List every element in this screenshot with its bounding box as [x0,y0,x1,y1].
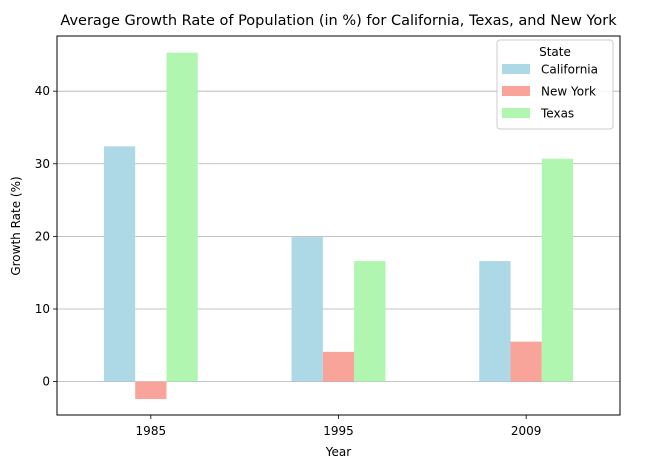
legend-label: New York [541,85,596,99]
bar-texas-1985 [166,52,198,382]
legend-swatch-california [502,64,530,74]
bar-california-1985 [103,146,136,382]
bar-new-york-2009 [510,341,542,382]
y-tick-label: 0 [42,375,50,389]
x-axis-ticks: 1985 1995 2009 [136,415,542,438]
x-axis-label: Year [325,445,351,459]
bar-texas-1995 [354,261,386,382]
legend-items: California New York Texas [502,63,598,121]
bars [103,52,574,400]
legend: State California New York Texas [496,39,614,130]
bar-california-2009 [479,261,511,382]
x-tick-label: 1985 [136,424,167,438]
bar-new-york-1995 [322,351,355,382]
legend-title: State [539,45,571,59]
x-tick-label: 2009 [511,424,542,438]
x-tick-label: 1995 [323,424,354,438]
y-tick-label: 20 [35,229,50,243]
y-axis-ticks: 0 10 20 30 40 [35,84,57,389]
legend-label: California [541,63,598,77]
y-tick-label: 30 [35,157,50,171]
legend-box [496,39,614,130]
bar-texas-2009 [541,158,574,382]
y-tick-label: 10 [35,302,50,316]
legend-label: Texas [540,107,574,121]
y-axis-label: Growth Rate (%) [9,176,23,275]
chart-title: Average Growth Rate of Population (in %)… [60,13,617,29]
bar-new-york-1985 [135,381,167,400]
y-tick-label: 40 [35,84,50,98]
bar-california-1995 [291,237,323,382]
legend-swatch-texas [502,108,530,118]
legend-swatch-new-york [502,86,530,96]
